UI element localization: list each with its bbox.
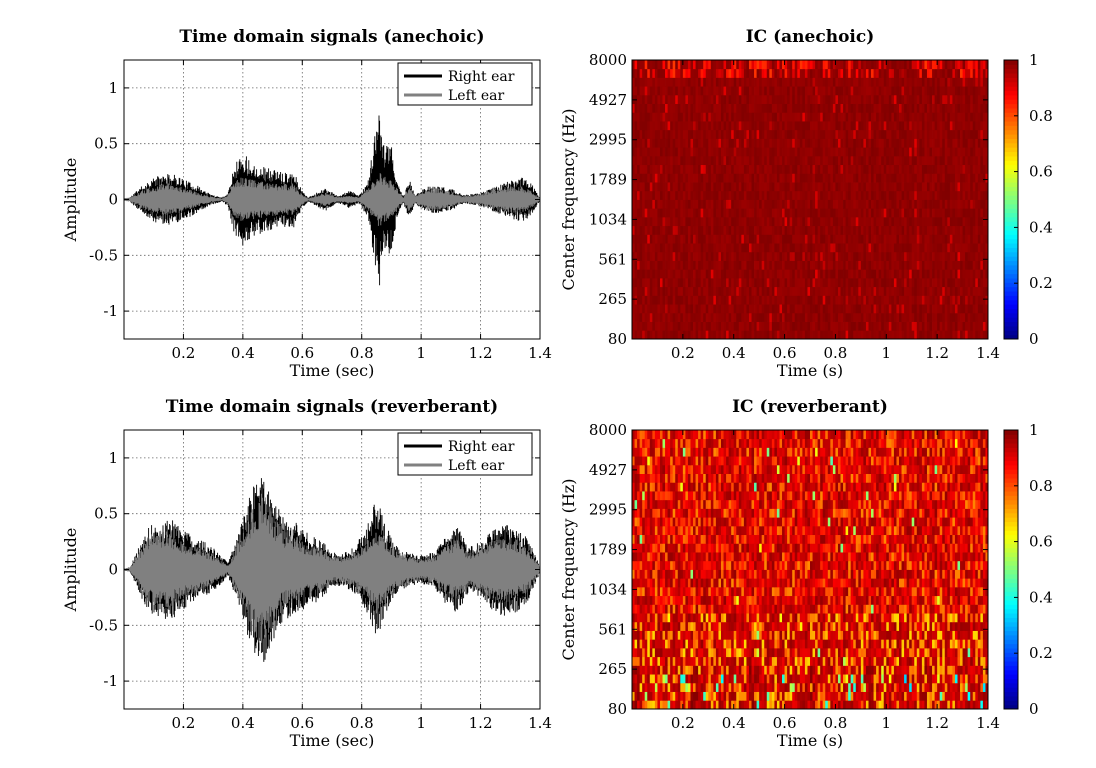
x-tick-label: 1 (882, 344, 892, 362)
heatmap-cells (632, 60, 989, 340)
y-tick-label: 561 (598, 620, 627, 638)
colorbar-tick-label: 0.4 (1029, 588, 1053, 606)
colorbar-tick-label: 0.8 (1029, 107, 1053, 125)
colorbar-tick-label: 0.8 (1029, 477, 1053, 495)
x-tick-label: 0.6 (290, 344, 314, 362)
colorbar-tick-label: 0 (1029, 330, 1039, 348)
x-axis-label: Time (sec) (290, 731, 375, 750)
heatmap-cells (632, 430, 989, 710)
colorbar: 0 0.2 0.4 0.6 0.8 1 (1003, 51, 1053, 348)
x-tick-label: 1.4 (976, 344, 1000, 362)
y-axis-label: Amplitude (61, 528, 80, 613)
legend-label: Left ear (448, 88, 504, 104)
x-axis-label: Time (sec) (290, 361, 375, 380)
y-axis-label: Center frequency (Hz) (559, 109, 578, 291)
colorbar-tick-label: 0.2 (1029, 644, 1053, 662)
y-tick-label: -1 (103, 302, 118, 320)
x-tick-label: 0.6 (290, 714, 314, 732)
y-tick-label: 8000 (589, 421, 627, 439)
x-tick-label: 0.8 (823, 714, 847, 732)
legend-label: Left ear (448, 458, 504, 474)
legend-box (397, 432, 533, 476)
y-axis-label: Amplitude (61, 158, 80, 243)
x-tick-label: 0.8 (350, 714, 374, 732)
chart-title: Time domain signals (anechoic) (179, 27, 484, 47)
y-tick-label: 1789 (589, 541, 627, 559)
y-tick-label: 2995 (589, 501, 627, 519)
y-tick-label: 80 (608, 330, 627, 348)
x-tick-label: 1.4 (528, 344, 552, 362)
legend: Right ear Left ear (397, 432, 533, 476)
y-tick-label: 1034 (589, 580, 627, 598)
y-tick-label: 1 (108, 449, 118, 467)
x-tick-label: 0.2 (671, 714, 695, 732)
y-tick-label: -0.5 (89, 616, 118, 634)
x-tick-label: 1.2 (925, 714, 949, 732)
colorbar-tick-label: 0.4 (1029, 218, 1053, 236)
y-tick-label: 1 (108, 79, 118, 97)
y-tick-label: -0.5 (89, 246, 118, 264)
x-axis-label: Time (s) (777, 731, 843, 750)
x-tick-label: 0.8 (350, 344, 374, 362)
colorbar-tick-label: 0 (1029, 700, 1039, 718)
y-tick-label: 0 (108, 191, 118, 209)
time-signal-panel: 0.2 0.4 0.6 0.8 1 1.2 1.4 -1 -0.5 0 0.5 1 Time domai… (61, 27, 552, 380)
y-tick-label: 1034 (589, 210, 627, 228)
chart-title: Time domain signals (reverberant) (166, 397, 498, 417)
y-tick-label: 8000 (589, 51, 627, 69)
axes-frame (631, 59, 989, 340)
x-tick-label: 1.2 (469, 344, 493, 362)
ic-heatmap-panel: 0.2 0.4 0.6 0.8 1 1.2 1.4 80 265 561 1034 1789 2995 4… (559, 27, 1053, 380)
y-tick-label: 4927 (589, 91, 627, 109)
legend-label: Right ear (448, 69, 515, 85)
chart-title: IC (anechoic) (746, 27, 875, 47)
y-tick-label: 80 (608, 700, 627, 718)
x-tick-label: 0.2 (171, 714, 195, 732)
y-tick-label: 561 (598, 250, 627, 268)
x-tick-label: 0.4 (231, 344, 255, 362)
y-tick-label: 1789 (589, 171, 627, 189)
x-tick-label: 0.6 (773, 344, 797, 362)
x-tick-label: 0.4 (231, 714, 255, 732)
time-signal-panel: 0.2 0.4 0.6 0.8 1 1.2 1.4 -1 -0.5 0 0.5 1 Time domai… (61, 397, 552, 750)
x-tick-label: 1.2 (469, 714, 493, 732)
legend: Right ear Left ear (397, 62, 533, 106)
y-tick-label: 0 (108, 561, 118, 579)
x-tick-label: 0.4 (722, 344, 746, 362)
x-axis-label: Time (s) (777, 361, 843, 380)
colorbar-frame (1003, 59, 1019, 340)
x-tick-label: 1 (882, 714, 892, 732)
x-tick-label: 1.4 (976, 714, 1000, 732)
ic-heatmap-panel: 0.2 0.4 0.6 0.8 1 1.2 1.4 80 265 561 1034 1789 2995 4… (559, 397, 1053, 750)
x-tick-label: 0.2 (171, 344, 195, 362)
x-tick-label: 1 (416, 714, 426, 732)
x-tick-label: 0.4 (722, 714, 746, 732)
y-tick-label: 4927 (589, 461, 627, 479)
colorbar-tick-label: 1 (1029, 51, 1039, 69)
colorbar-tick-label: 0.2 (1029, 274, 1053, 292)
y-tick-label: -1 (103, 672, 118, 690)
x-tick-label: 1.2 (925, 344, 949, 362)
x-tick-label: 0.6 (773, 714, 797, 732)
y-tick-label: 2995 (589, 131, 627, 149)
axes-frame (631, 429, 989, 710)
y-tick-label: 0.5 (94, 505, 118, 523)
x-tick-label: 0.8 (823, 344, 847, 362)
legend-box (397, 62, 533, 106)
y-tick-label: 265 (598, 660, 627, 678)
x-tick-label: 1 (416, 344, 426, 362)
y-tick-label: 0.5 (94, 135, 118, 153)
y-tick-label: 265 (598, 290, 627, 308)
colorbar-tick-label: 0.6 (1029, 163, 1053, 181)
y-axis-label: Center frequency (Hz) (559, 479, 578, 661)
legend-label: Right ear (448, 439, 515, 455)
x-tick-label: 1.4 (528, 714, 552, 732)
colorbar-frame (1003, 429, 1019, 710)
x-tick-label: 0.2 (671, 344, 695, 362)
colorbar-tick-label: 1 (1029, 421, 1039, 439)
colorbar: 0 0.2 0.4 0.6 0.8 1 (1003, 421, 1053, 718)
colorbar-tick-label: 0.6 (1029, 533, 1053, 551)
chart-title: IC (reverberant) (732, 397, 888, 417)
